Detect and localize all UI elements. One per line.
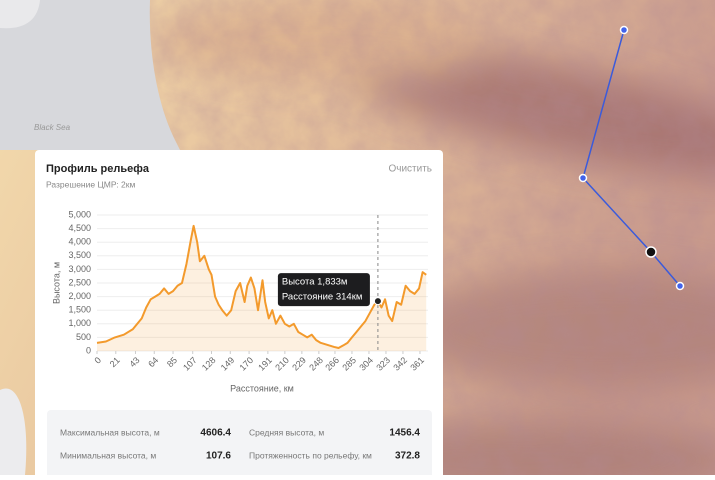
- stat-value: 4606.4: [200, 428, 231, 439]
- stat-value: 1456.4: [389, 428, 420, 439]
- x-tick-label: 0: [92, 355, 103, 366]
- stat-value: 372.8: [395, 451, 420, 462]
- y-tick-label: 1,000: [68, 318, 91, 328]
- panel-title: Профиль рельефа: [46, 163, 150, 175]
- route-point[interactable]: [578, 173, 588, 183]
- stat-label: Максимальная высота, м: [60, 427, 160, 437]
- stat-label: Средняя высота, м: [249, 427, 324, 437]
- y-tick-label: 0: [86, 345, 91, 355]
- tooltip-text: Расстояние 314км: [282, 292, 363, 303]
- y-tick-label: 3,000: [68, 264, 91, 274]
- panel-bg: [35, 150, 443, 480]
- route: [582, 29, 681, 287]
- y-tick-label: 2,000: [68, 291, 91, 301]
- tooltip-bg: [277, 273, 370, 307]
- panel-subtitle: Разрешение ЦМР: 2км: [46, 179, 135, 189]
- stat-label: Минимальная высота, м: [60, 450, 156, 460]
- y-tick-label: 3,500: [68, 250, 91, 260]
- clear-button[interactable]: Очистить: [388, 164, 432, 175]
- stat-label: Протяженность по рельефу, км: [249, 450, 372, 460]
- y-axis-label: Высота, м: [51, 262, 61, 304]
- position-marker: [645, 246, 657, 258]
- y-tick-label: 2,500: [68, 277, 91, 287]
- stat-value: 107.6: [206, 451, 231, 462]
- x-axis-label: Расстояние, км: [230, 383, 294, 393]
- stats-box: [47, 410, 432, 480]
- y-tick-label: 4,500: [68, 223, 91, 233]
- y-tick-label: 1,500: [68, 305, 91, 315]
- y-tick-label: 500: [76, 332, 91, 342]
- hover-point: [373, 297, 382, 306]
- route-point[interactable]: [675, 281, 685, 291]
- y-tick-label: 5,000: [68, 209, 91, 219]
- profile-panel: Профиль рельефа Разрешение ЦМР: 2км Очис…: [35, 150, 443, 480]
- y-tick-label: 4,000: [68, 237, 91, 247]
- tooltip-text: Высота 1,833м: [282, 277, 348, 288]
- route-point[interactable]: [619, 25, 629, 35]
- sea-label: Black Sea: [34, 123, 71, 132]
